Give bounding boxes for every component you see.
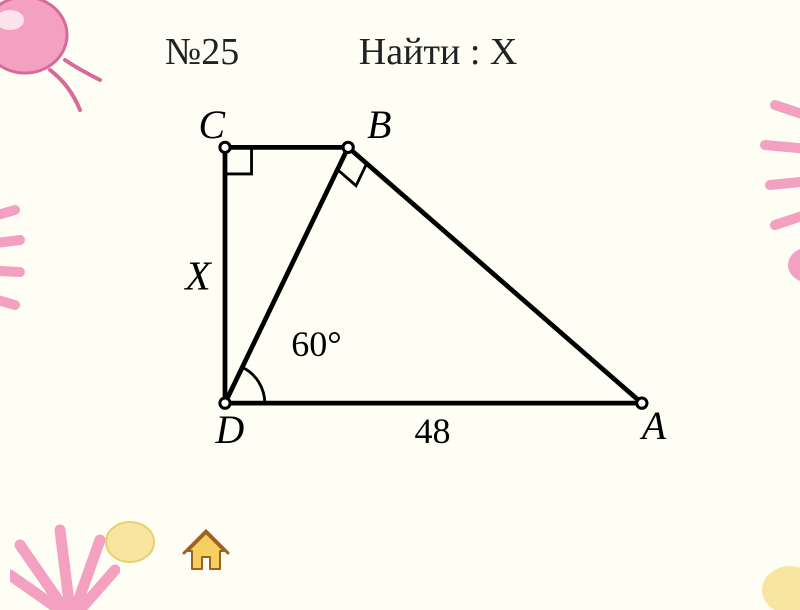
decor-pink-burst-left	[0, 200, 40, 320]
problem-number: №25	[165, 31, 239, 73]
problem-task: Найти : Х	[359, 31, 518, 73]
home-button[interactable]	[180, 523, 232, 575]
svg-text:C: C	[198, 103, 225, 147]
decor-pink-burst-bottom-left	[10, 520, 120, 610]
home-icon	[180, 523, 232, 575]
decor-pink-right	[750, 90, 800, 290]
decor-yellow-blob-bottom	[100, 510, 160, 570]
svg-text:B: B	[367, 103, 391, 147]
svg-text:D: D	[215, 408, 245, 452]
svg-text:48: 48	[414, 411, 450, 451]
geometry-diagram: A B C D X 60° 48	[125, 100, 685, 460]
problem-heading: №25 Найти : Х	[165, 30, 517, 74]
svg-text:A: A	[639, 404, 667, 448]
svg-text:60°: 60°	[291, 324, 341, 364]
svg-text:X: X	[183, 253, 212, 299]
decor-pink-blob-top-left	[0, 0, 110, 120]
